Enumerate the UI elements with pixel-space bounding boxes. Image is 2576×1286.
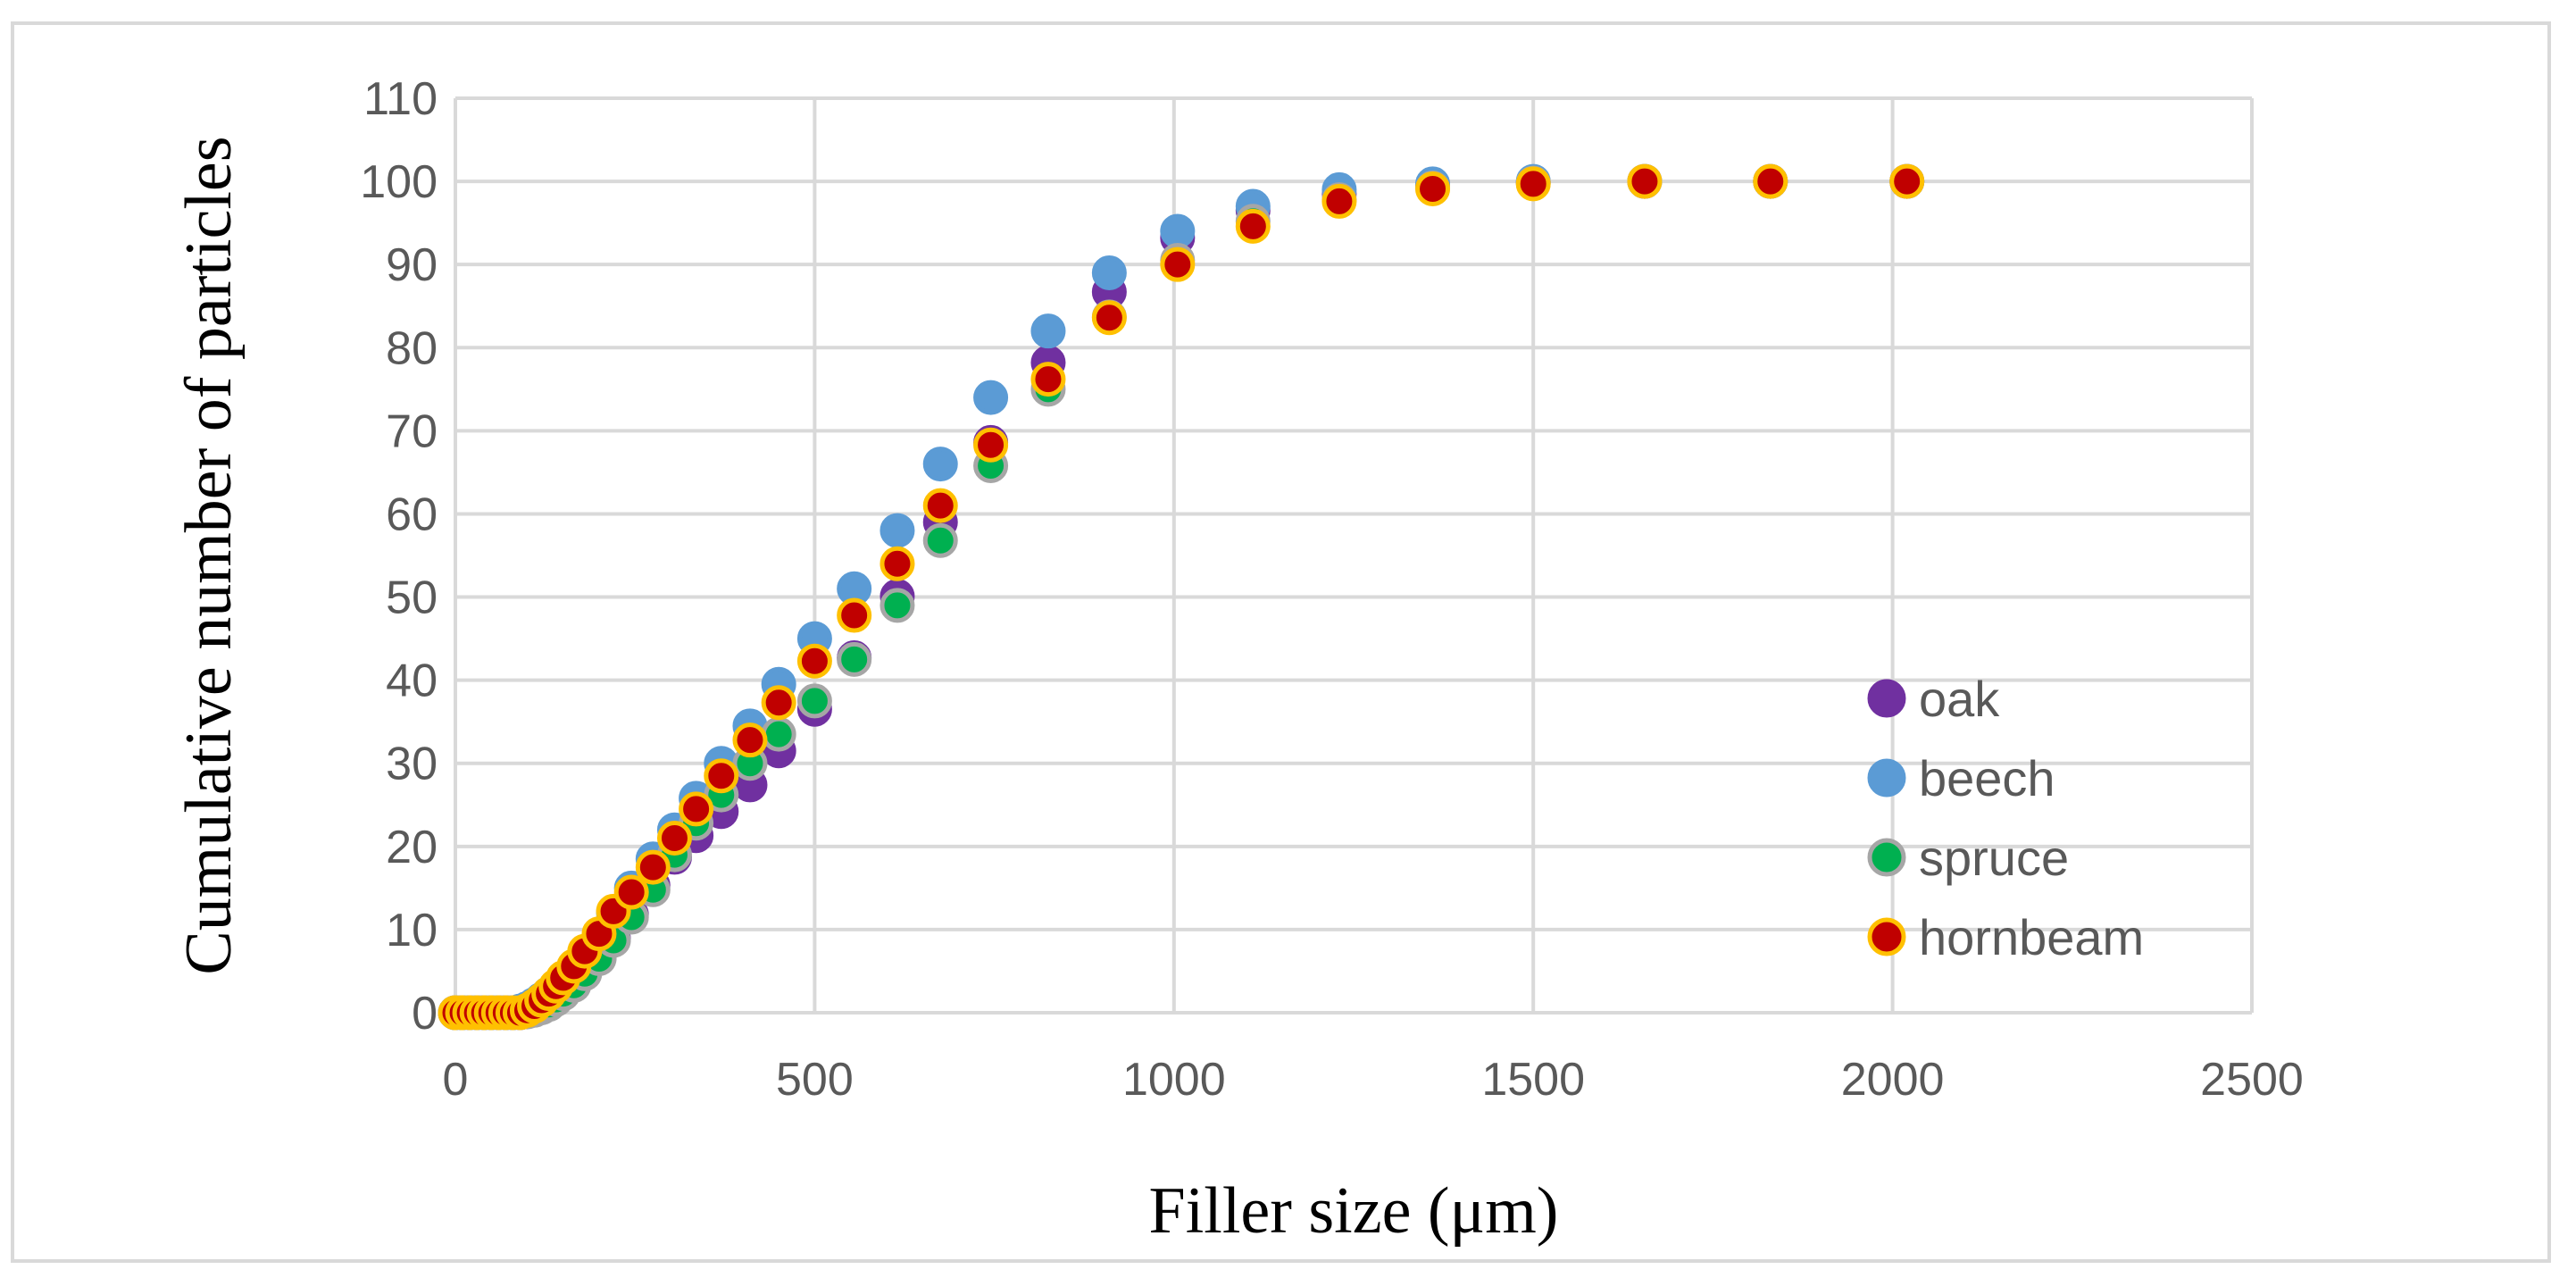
data-point-beech (1091, 255, 1127, 290)
legend-marker-spruce (1867, 838, 1906, 877)
data-point-hornbeam (796, 643, 832, 679)
y-tick-label: 20 (386, 822, 438, 873)
data-point-hornbeam (1753, 163, 1788, 199)
data-point-beech (880, 513, 915, 548)
legend-label-hornbeam: hornbeam (1919, 909, 2144, 965)
data-point-hornbeam (1091, 300, 1127, 336)
y-tick-label: 30 (386, 739, 438, 790)
x-tick-label: 1500 (1481, 1054, 1585, 1106)
y-tick-label: 40 (386, 656, 438, 707)
y-tick-label: 80 (386, 322, 438, 374)
data-point-beech (1030, 313, 1066, 349)
data-point-hornbeam (761, 685, 796, 721)
data-points (438, 163, 1925, 1031)
x-tick-label: 2500 (2200, 1054, 2304, 1106)
legend-label-spruce: spruce (1919, 830, 2069, 886)
y-tick-label: 100 (360, 156, 438, 208)
y-tick-label: 70 (386, 405, 438, 457)
y-tick-label: 60 (386, 489, 438, 540)
data-point-hornbeam (1627, 163, 1663, 199)
x-tick-label: 0 (443, 1054, 469, 1106)
legend: oak beech spruce hornbeam (1867, 671, 2144, 965)
data-point-hornbeam (732, 722, 768, 758)
data-point-hornbeam (704, 758, 739, 794)
data-point-hornbeam (635, 849, 671, 885)
data-point-hornbeam (1415, 171, 1451, 206)
x-axis-title: Filler size (μm) (1149, 1174, 1559, 1248)
data-point-hornbeam (880, 546, 915, 581)
data-point-hornbeam (1160, 246, 1196, 282)
legend-marker-oak (1867, 679, 1906, 718)
tick-labels: 0 10 20 30 40 50 60 70 80 90 100 110 0 500 1000 1500 200… (360, 73, 2304, 1106)
x-tick-label: 1000 (1122, 1054, 1226, 1106)
data-point-hornbeam (973, 427, 1009, 463)
legend-label-beech: beech (1919, 750, 2055, 806)
data-point-beech (922, 447, 958, 482)
y-tick-label: 10 (386, 905, 438, 956)
data-point-spruce (796, 683, 832, 719)
x-tick-label: 2000 (1841, 1054, 1945, 1106)
data-point-hornbeam (1321, 183, 1357, 219)
data-point-spruce (880, 588, 915, 623)
x-tick-label: 500 (776, 1054, 854, 1106)
chart-frame (11, 21, 2551, 1263)
legend-label-oak: oak (1919, 671, 2000, 727)
data-point-hornbeam (1235, 208, 1271, 244)
y-axis-title: Cumulative number of particles (172, 136, 246, 974)
data-point-spruce (837, 641, 872, 677)
legend-marker-beech (1867, 758, 1906, 797)
grid (454, 96, 2254, 1015)
data-point-hornbeam (679, 791, 714, 827)
data-point-hornbeam (837, 597, 872, 633)
data-point-hornbeam (613, 874, 649, 910)
y-tick-label: 0 (412, 988, 438, 1040)
data-point-hornbeam (922, 488, 958, 523)
data-point-hornbeam (1889, 163, 1925, 199)
y-tick-label: 50 (386, 572, 438, 624)
data-point-hornbeam (656, 821, 692, 856)
data-point-spruce (761, 716, 796, 752)
y-tick-label: 90 (386, 239, 438, 291)
data-point-hornbeam (1515, 166, 1551, 202)
data-point-beech (1160, 213, 1196, 249)
series-hornbeam (438, 163, 1925, 1031)
data-point-hornbeam (1030, 362, 1066, 397)
data-point-spruce (922, 522, 958, 558)
y-tick-label: 110 (363, 73, 438, 125)
data-point-beech (973, 380, 1009, 415)
legend-marker-hornbeam (1867, 917, 1906, 956)
